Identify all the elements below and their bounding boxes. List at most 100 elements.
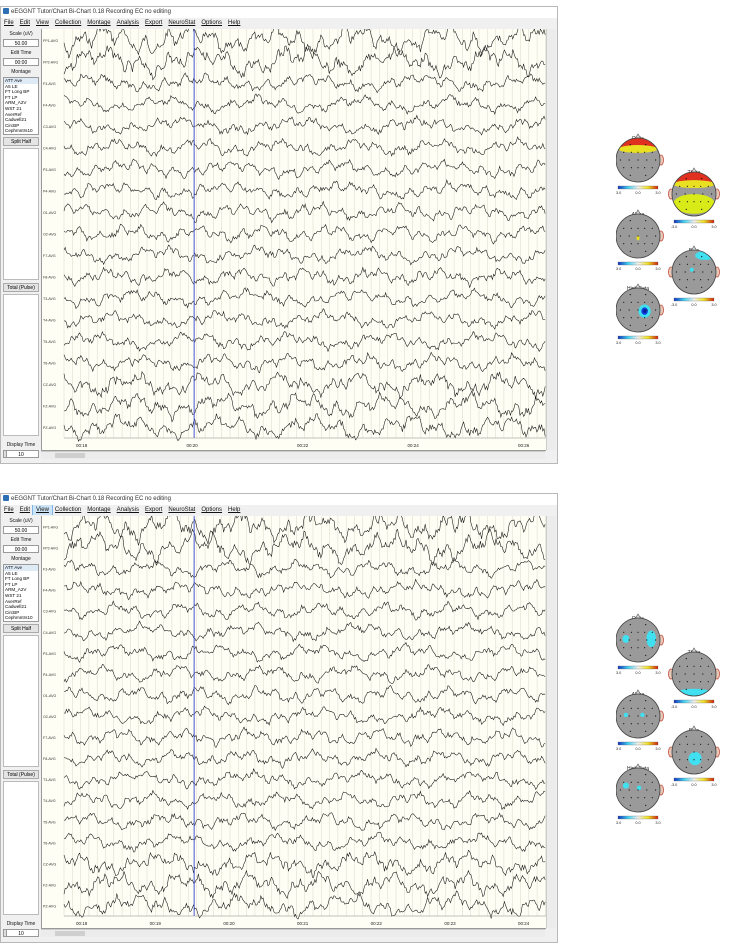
time-scrollbar[interactable] [41, 929, 545, 937]
scale-tick-label: -3.0 [671, 225, 678, 229]
menu-analysis[interactable]: Analysis [116, 507, 139, 513]
menu-help[interactable]: Help [228, 507, 241, 513]
menu-analysis[interactable]: Analysis [116, 20, 139, 26]
channel-label: T4-AVG [43, 319, 56, 323]
edit-time-input[interactable]: 00:00 [3, 58, 39, 66]
montage-item[interactable]: Cadwell21 [5, 604, 27, 610]
electrode-dot [619, 715, 621, 717]
display-time-label: Display Time [6, 442, 36, 448]
electrode-dot [646, 639, 648, 641]
montage-item[interactable]: FT Long BP [5, 576, 30, 582]
eeg-trace [63, 516, 546, 546]
eeg-trace-area[interactable]: FP1-AVG FP2-AVG F3-AVG F4-AVG C3-AVG C4-AVG P3… [41, 29, 546, 451]
montage-item[interactable]: CircBP [5, 609, 20, 615]
activation-region [673, 194, 715, 214]
electrode-dot [630, 167, 632, 169]
menu-montage[interactable]: Montage [87, 507, 111, 513]
menu-view[interactable]: View [36, 20, 49, 26]
menu-neurostat[interactable]: NeuroStat [168, 507, 196, 513]
color-scale-bar [617, 815, 659, 820]
montage-item[interactable]: CircBP [5, 122, 20, 128]
total-pulse-button[interactable]: Total (Pulse) [3, 770, 39, 779]
scroll-thumb[interactable] [55, 453, 85, 458]
time-scrollbar[interactable] [41, 451, 545, 459]
menu-neurostat[interactable]: NeuroStat [168, 20, 196, 26]
electrode-dot [679, 263, 681, 265]
menu-file[interactable]: File [4, 20, 14, 26]
scale-input[interactable]: 50.00 [3, 39, 39, 47]
electrode-dot [645, 220, 647, 222]
montage-item[interactable]: ATT Ave [4, 78, 38, 84]
display-time-spinner[interactable] [3, 450, 7, 458]
menu-edit[interactable]: Edit [19, 507, 31, 513]
channel-label: F8-AVG [43, 276, 56, 280]
activation-region [640, 712, 645, 718]
electrode-dot [707, 665, 709, 667]
eeg-trace [63, 136, 546, 157]
vertical-scrollbar[interactable] [546, 516, 556, 928]
display-time-input[interactable]: 10 [3, 450, 39, 458]
menu-options[interactable]: Options [201, 507, 223, 513]
electrode-dot [637, 715, 639, 717]
menu-collection[interactable]: Collection [54, 507, 82, 513]
brain-maps-bottom: Delta-3.00.03.0Theta-3.00.03.0Alpha-3.00… [616, 613, 720, 825]
electrode-dot [651, 631, 653, 633]
eeg-trace [63, 72, 546, 94]
montage-item[interactable]: FT Long BP [5, 89, 30, 95]
montage-item[interactable]: ARM_A2V [5, 587, 27, 593]
eeg-trace-area[interactable]: FP1-AVG FP2-AVG F3-AVG F4-AVG C3-AVG C4-AVG P3… [41, 516, 546, 929]
scale-tick-label: 0.0 [635, 747, 640, 751]
scale-tick-label: 3.0 [711, 705, 716, 709]
time-tick-label: 00:18 [76, 921, 88, 926]
channel-label: FP1-AVG [43, 39, 58, 43]
electrode-dot [707, 743, 709, 745]
electrode-dot [707, 759, 709, 761]
montage-item[interactable]: Cadwell21 [5, 117, 27, 123]
edit-time-input[interactable]: 00:00 [3, 545, 39, 553]
electrode-dot [629, 324, 631, 326]
montage-item[interactable]: FT LP [5, 94, 18, 100]
electrode-dot [651, 647, 653, 649]
menu-help[interactable]: Help [228, 20, 241, 26]
montage-item[interactable]: WST 21 [5, 592, 22, 598]
menu-edit[interactable]: Edit [19, 20, 31, 26]
vertical-scrollbar[interactable] [546, 29, 556, 450]
menu-view[interactable]: View [32, 505, 53, 515]
montage-item[interactable]: FT LP [5, 581, 18, 587]
menu-options[interactable]: Options [201, 20, 223, 26]
menu-montage[interactable]: Montage [87, 20, 111, 26]
electrode-dot [637, 781, 639, 783]
channel-label: F7-AVG [43, 254, 56, 258]
menu-export[interactable]: Export [144, 20, 163, 26]
scale-input[interactable]: 50.00 [3, 526, 39, 534]
electrode-dot [686, 279, 688, 281]
menu-collection[interactable]: Collection [54, 20, 82, 26]
montage-item[interactable]: AverRef [5, 598, 22, 604]
color-scale-bar [617, 185, 659, 190]
eeg-trace [63, 849, 546, 878]
montage-item[interactable]: A5 LE [5, 83, 18, 89]
montage-item[interactable]: Cephmntrs10 [5, 615, 33, 621]
eeg-trace [63, 578, 546, 601]
montage-item[interactable]: WST 21 [5, 105, 22, 111]
split-half-panel [3, 635, 39, 767]
total-pulse-button[interactable]: Total (Pulse) [3, 283, 39, 292]
montage-item[interactable]: Cephmntrs10 [5, 128, 33, 134]
electrode-dot [619, 159, 621, 161]
split-half-button[interactable]: Split Half [3, 137, 39, 146]
montage-item[interactable]: AverRef [5, 111, 22, 117]
menu-file[interactable]: File [4, 507, 14, 513]
display-time-spinner[interactable] [3, 929, 7, 937]
montage-item[interactable]: ARM_A2V [5, 100, 27, 106]
title-bar: eEGGNT Tutor/Chart Bi-Chart 0.18 Recordi… [1, 7, 557, 18]
menu-export[interactable]: Export [144, 507, 163, 513]
scroll-thumb[interactable] [55, 931, 85, 936]
montage-item[interactable]: A5 LE [5, 570, 18, 576]
electrode-dot [630, 151, 632, 153]
montage-item[interactable]: ATT Ave [4, 565, 38, 571]
electrode-dot [644, 151, 646, 153]
split-half-button[interactable]: Split Half [3, 624, 39, 633]
display-time-input[interactable]: 10 [3, 929, 39, 937]
electrode-dot [645, 804, 647, 806]
electrode-dot [701, 658, 703, 660]
